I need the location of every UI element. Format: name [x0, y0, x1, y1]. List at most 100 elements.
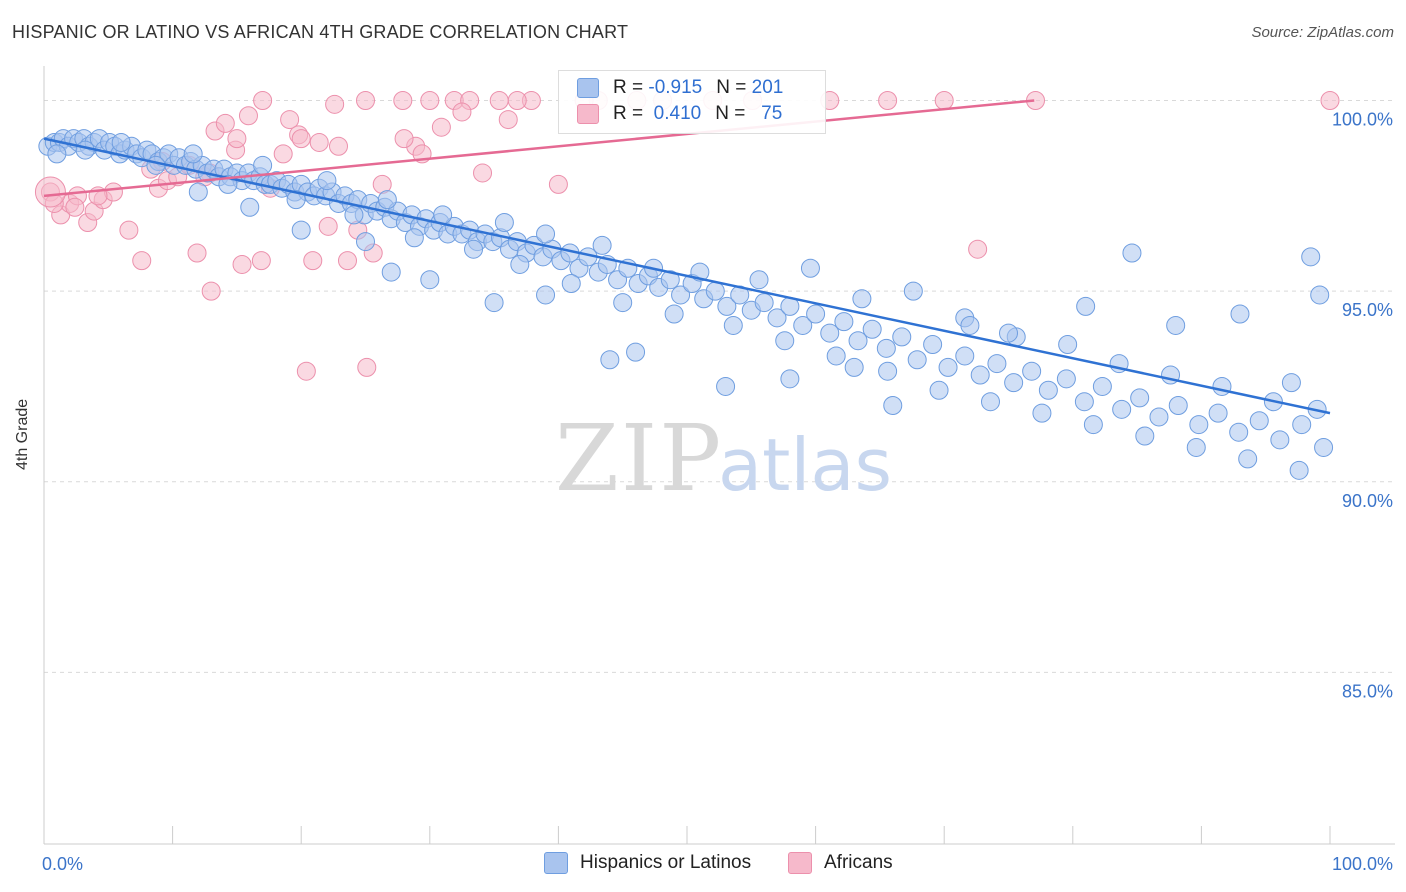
hispanics-point [240, 197, 260, 217]
hispanics-point [592, 235, 612, 255]
hispanics-point [1135, 426, 1155, 446]
africans-point [934, 91, 954, 111]
hispanics-point [420, 270, 440, 290]
hispanics-point [999, 323, 1018, 343]
hispanics-point [600, 350, 620, 370]
africans-point [201, 281, 221, 301]
hispanics-point [1022, 361, 1042, 381]
hispanics-point [1074, 392, 1094, 412]
hispanics-point [1212, 376, 1232, 396]
africans-point [507, 91, 527, 111]
hispanics-point [717, 296, 737, 316]
hispanics-point [903, 281, 923, 301]
hispanics-point [754, 293, 774, 313]
africans-point [215, 113, 235, 133]
africans-point [232, 254, 252, 274]
africans-point [325, 94, 345, 114]
watermark-atlas: atlas [718, 423, 892, 507]
legend-row-hispanics: R = -0.915 N = 201 [577, 76, 783, 100]
hispanics-point [536, 224, 556, 244]
hispanics-point [510, 254, 530, 274]
legend-r-value: 0.410 [648, 103, 702, 124]
hispanics-point [876, 338, 896, 358]
hispanics-point [664, 304, 684, 324]
hispanics-point [1208, 403, 1228, 423]
africans-point [431, 117, 451, 137]
africans-point [452, 102, 472, 122]
x-tick-label: 0.0% [42, 854, 83, 874]
hispanics-point [1112, 399, 1132, 419]
hispanics-point [1314, 437, 1334, 457]
hispanics-point [844, 357, 864, 377]
trend-line-africans [43, 99, 1035, 198]
hispanics-point [317, 171, 337, 191]
hispanics-point [907, 350, 927, 370]
bottom-legend-swatch-blue [544, 852, 568, 874]
hispanics-point [1038, 380, 1058, 400]
africans-point [489, 91, 509, 111]
hispanics-point [848, 331, 868, 351]
trend-lines [43, 99, 1331, 415]
africans-point [273, 144, 293, 164]
africans-point [1320, 91, 1340, 111]
hispanics-point [1249, 411, 1269, 431]
trend-line-hispanics [43, 137, 1331, 415]
hispanics-point [705, 281, 725, 301]
hispanics-point [1032, 403, 1052, 423]
africans-point [357, 357, 377, 377]
series-hispanics [38, 129, 1334, 480]
hispanics-point [852, 289, 872, 309]
africans-point [34, 176, 66, 208]
africans-point [132, 251, 152, 271]
africans-point [968, 239, 988, 259]
hispanics-point [484, 293, 504, 313]
hispanics-point [716, 376, 736, 396]
x-tick-label: 100.0% [1332, 854, 1393, 874]
hispanics-point [1230, 304, 1250, 324]
hispanics-point [878, 361, 898, 381]
hispanics-point [892, 327, 912, 347]
legend-row-africans: R = 0.410 N = 75 [577, 102, 782, 126]
hispanics-point [806, 304, 826, 324]
hispanics-point [1076, 296, 1096, 316]
hispanics-point [1281, 373, 1301, 393]
hispanics-point [1186, 437, 1206, 457]
legend-n-label: N = [715, 103, 751, 124]
africans-point [878, 91, 898, 111]
hispanics-point [1056, 369, 1076, 389]
africans-point [337, 251, 357, 271]
y-tick-label: 90.0% [1342, 491, 1393, 511]
hispanics-point [1092, 376, 1112, 396]
africans-point [251, 251, 271, 271]
tick-labels: 85.0% 90.0% 95.0% 100.0% 0.0% 100.0% [42, 110, 1393, 874]
africans-point [548, 174, 568, 194]
hispanics-point [883, 396, 903, 416]
hispanics-point [381, 262, 401, 282]
watermark-zip: ZIP [555, 405, 723, 512]
hispanics-point [356, 232, 375, 252]
bottom-legend-hispanics: Hispanics or Latinos [544, 852, 751, 874]
africans-point [318, 216, 338, 236]
africans-point [227, 129, 247, 149]
legend: R = -0.915 N = 201 R = 0.410 N = 75 [558, 70, 826, 134]
africans-point [65, 197, 85, 217]
hispanics-point [987, 354, 1007, 374]
hispanics-point [1149, 407, 1169, 427]
hispanics-point [75, 140, 95, 160]
hispanics-point [970, 365, 990, 385]
hispanics-point [671, 285, 691, 305]
hispanics-point [1229, 422, 1249, 442]
hispanics-point [1289, 460, 1309, 480]
hispanics-point [1301, 247, 1321, 267]
africans-point [309, 132, 329, 152]
hispanics-point [723, 315, 743, 335]
hispanics-point [826, 346, 846, 366]
hispanics-point [291, 220, 311, 240]
hispanics-point [561, 274, 581, 294]
hispanics-point [1166, 315, 1186, 335]
y-tick-label: 100.0% [1332, 110, 1393, 130]
hispanics-point [960, 315, 980, 335]
africans-point [394, 129, 414, 149]
hispanics-point [344, 205, 364, 225]
